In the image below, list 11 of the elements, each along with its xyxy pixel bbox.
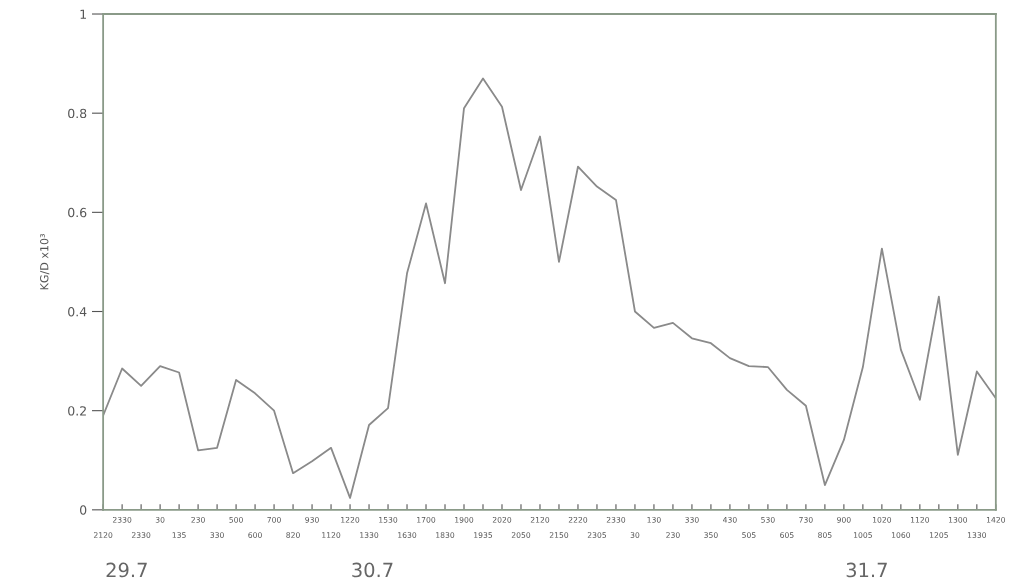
y-tick-label: 0.4 xyxy=(68,306,87,317)
y-tick-label: 0.2 xyxy=(68,406,86,416)
y-tick-label: 0.8 xyxy=(68,108,87,119)
y-tick-label: 0.6 xyxy=(68,207,87,218)
y-axis-title: KG/D x10³ xyxy=(40,234,50,290)
text: 30.7 xyxy=(352,562,393,578)
y-tick-label: 1 xyxy=(80,9,86,19)
y-tick-label: 0 xyxy=(80,505,87,515)
text: 29.7 xyxy=(106,562,147,578)
text: 31.7 xyxy=(846,562,887,578)
line-series xyxy=(103,77,996,499)
